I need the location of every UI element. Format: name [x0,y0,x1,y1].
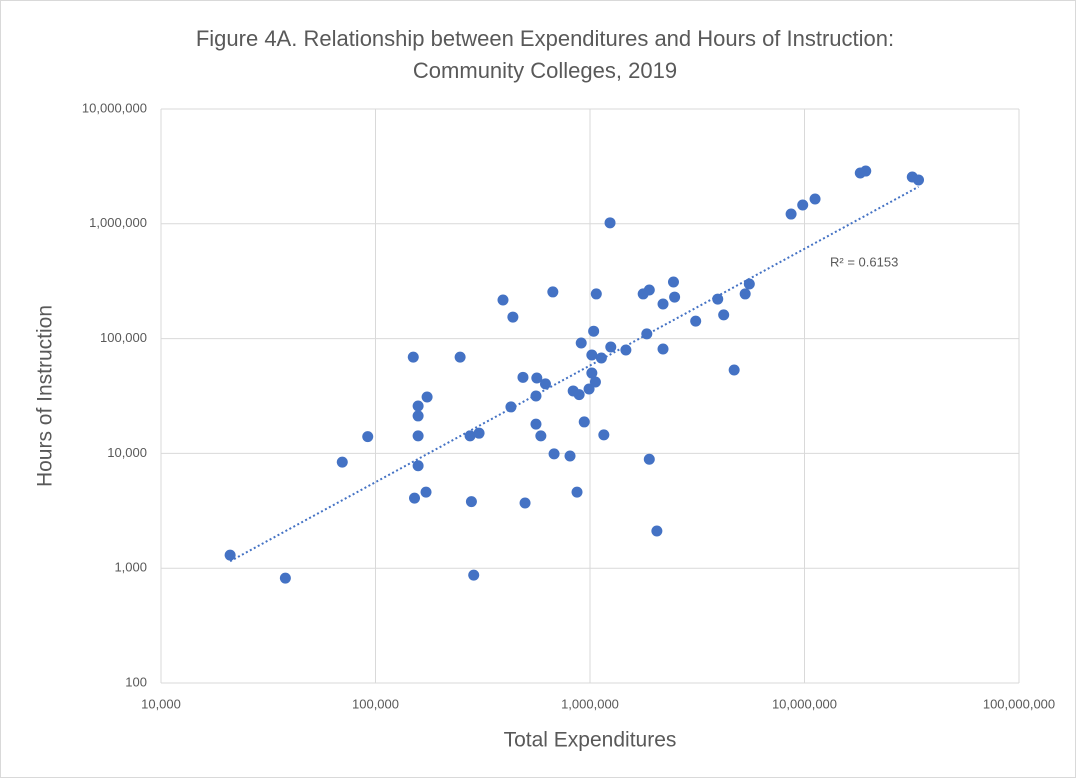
point [407,351,419,363]
point [468,569,480,581]
chart-title: Community Colleges, 2019 [413,58,677,83]
point [539,378,551,390]
y-tick-label: 100 [125,674,147,689]
point [712,293,724,305]
point [643,453,655,465]
point [657,343,669,355]
point [913,174,925,186]
r-squared-label: R² = 0.6153 [830,254,898,269]
point [620,344,632,356]
point [535,430,547,442]
point [412,460,424,472]
point [797,199,809,211]
x-tick-label: 1,000,000 [561,696,619,711]
point [718,309,730,321]
point [519,497,531,509]
x-tick-label: 10,000 [141,696,181,711]
point [279,572,291,584]
point [421,391,433,403]
point [575,337,587,349]
point [667,276,679,288]
y-tick-label: 1,000,000 [89,215,147,230]
point [595,352,607,364]
point [651,525,663,537]
point [412,400,424,412]
point [464,430,476,442]
point [573,389,585,401]
point [336,456,348,468]
point [412,410,424,422]
point [690,315,702,327]
point [530,418,542,430]
point [224,549,236,561]
point [409,492,421,504]
point [643,284,655,296]
trendline [229,185,919,563]
x-axis-title: Total Expenditures [504,729,677,752]
point [517,371,529,383]
point [571,486,583,498]
point [531,372,543,384]
chart-title: Figure 4A. Relationship between Expendit… [196,26,894,51]
point [588,325,600,337]
point [465,496,477,508]
point [739,288,751,300]
point [564,450,576,462]
point [583,383,595,395]
x-tick-label: 100,000,000 [983,696,1055,711]
point [412,430,424,442]
y-tick-label: 1,000 [114,560,147,575]
point [420,486,432,498]
point [362,431,374,443]
point [641,328,653,340]
point [809,193,821,205]
y-tick-label: 100,000 [100,330,147,345]
point [589,376,601,388]
point [586,349,598,361]
point [728,364,740,376]
point [785,208,797,220]
y-axis-title: Hours of Instruction [34,305,57,487]
point [604,217,616,229]
x-tick-label: 10,000,000 [772,696,837,711]
point [598,429,610,441]
point [497,294,509,306]
point [454,351,466,363]
y-tick-label: 10,000,000 [82,100,147,115]
point [530,390,542,402]
point [657,298,669,310]
point [586,367,598,379]
point [605,341,617,353]
point [547,286,559,298]
point [548,448,560,460]
point [860,165,872,177]
point [473,427,485,439]
x-tick-label: 100,000 [352,696,399,711]
point [507,311,519,323]
point [743,278,755,290]
point [505,401,517,413]
point [590,288,602,300]
y-tick-label: 10,000 [107,445,147,460]
point [578,416,590,428]
point [669,291,681,303]
